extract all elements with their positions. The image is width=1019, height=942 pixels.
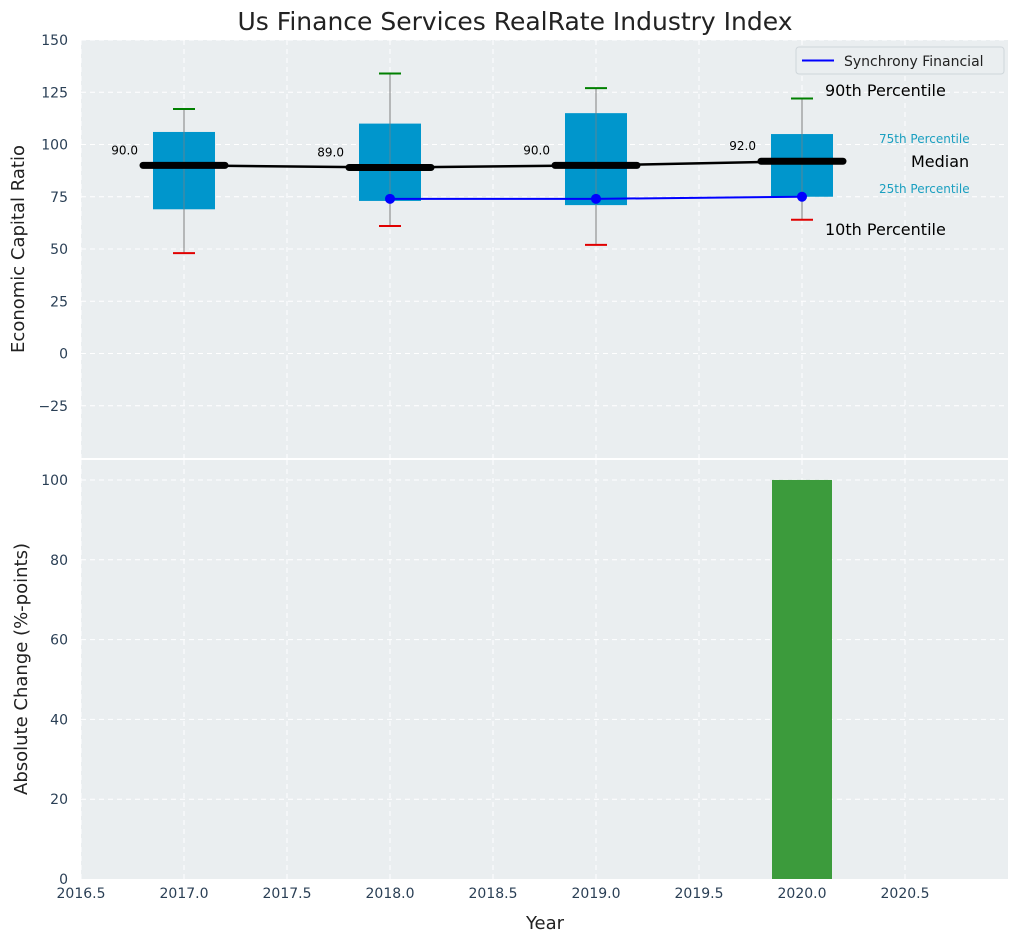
bottom-y-tick-label: 0 (59, 872, 68, 888)
percentile-annotations: 90th Percentile 75th Percentile Median 2… (825, 81, 970, 239)
top-y-axis-label: Economic Capital Ratio (8, 145, 29, 353)
bottom-y-tick-label: 20 (50, 792, 68, 808)
x-tick-label: 2020.5 (881, 886, 930, 902)
top-y-tick-label: 25 (50, 294, 68, 310)
top-panel: −25 0 25 50 75 100 125 150 Economic Capital Rat… (8, 33, 1008, 458)
company-point (385, 193, 395, 204)
bottom-bars (772, 479, 832, 879)
top-y-tick-label: 50 (50, 242, 68, 258)
chart-title: Us Finance Services RealRate Industry In… (238, 7, 793, 36)
bottom-y-tick-label: 40 (50, 712, 68, 728)
top-gridlines (80, 39, 1008, 458)
x-tick-label: 2017.0 (160, 886, 209, 902)
bottom-y-axis-label: Absolute Change (%-points) (11, 543, 32, 795)
x-tick-label: 2017.5 (263, 886, 312, 902)
x-tick-label: 2019.5 (675, 886, 724, 902)
bottom-y-tick-label: 100 (41, 473, 68, 489)
top-y-tick-label: 125 (41, 85, 68, 101)
legend-box (795, 46, 1005, 75)
median-value-label: 92.0 (729, 139, 756, 153)
bottom-y-tick-label: 80 (50, 553, 68, 569)
median-value-label: 89.0 (317, 145, 344, 159)
annotation-median: Median (911, 152, 969, 171)
company-point (797, 191, 807, 202)
top-y-tick-label: 75 (50, 190, 68, 206)
bar (772, 479, 832, 879)
x-axis-label: Year (525, 913, 565, 934)
x-tick-label: 2016.5 (57, 886, 106, 902)
median-trend-line (183, 159, 803, 169)
bottom-x-axis-ticks: 2016.5 2017.0 2017.5 2018.0 2018.5 2019.0 2019… (57, 886, 930, 902)
median-markers: 90.0 89.0 90.0 92.0 (111, 139, 847, 171)
x-tick-label: 2020.0 (778, 886, 827, 902)
legend: Synchrony Financial (795, 46, 1005, 75)
boxplots (153, 72, 833, 255)
x-tick-label: 2019.0 (572, 886, 621, 902)
median-value-label: 90.0 (111, 143, 138, 157)
annotation-p90: 90th Percentile (825, 81, 946, 100)
top-y-tick-label: 0 (59, 347, 68, 363)
median-value-label: 90.0 (523, 143, 550, 157)
company-series-points (385, 191, 807, 204)
top-y-tick-label: 100 (41, 138, 68, 154)
top-y-axis-ticks: −25 0 25 50 75 100 125 150 (38, 33, 68, 415)
legend-label-synchrony: Synchrony Financial (844, 54, 984, 70)
top-y-tick-label: −25 (38, 399, 68, 415)
bottom-plot-area (81, 460, 1008, 879)
top-y-tick-label: 150 (41, 33, 68, 49)
annotation-p25: 25th Percentile (879, 182, 970, 196)
bottom-gridlines (80, 460, 1008, 879)
bottom-y-axis-ticks: 0 20 40 60 80 100 (41, 473, 68, 888)
annotation-p10: 10th Percentile (825, 220, 946, 239)
x-tick-label: 2018.5 (469, 886, 518, 902)
x-tick-label: 2018.0 (366, 886, 415, 902)
company-point (591, 193, 601, 204)
annotation-p75: 75th Percentile (879, 132, 970, 146)
bottom-y-tick-label: 60 (50, 633, 68, 649)
